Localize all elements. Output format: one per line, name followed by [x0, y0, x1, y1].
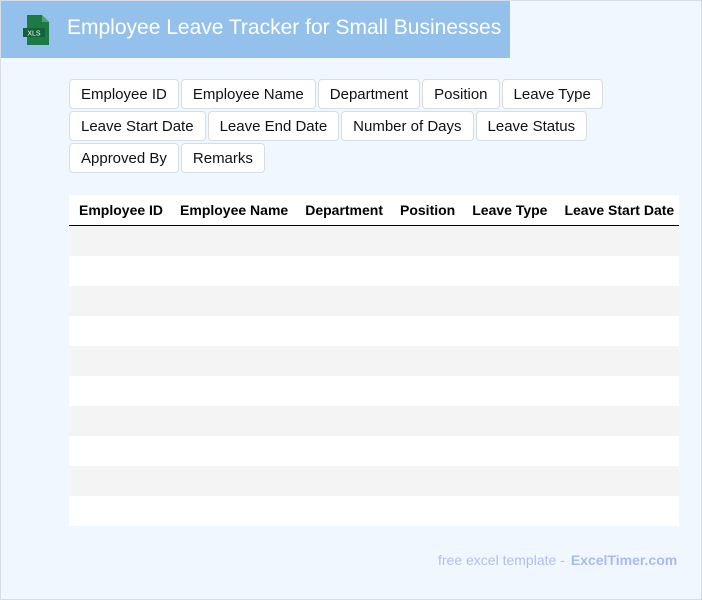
- field-chip[interactable]: Leave End Date: [207, 111, 340, 141]
- leave-table: Employee ID Employee Name Department Positi…: [69, 195, 679, 526]
- table-row: [69, 286, 679, 316]
- column-header[interactable]: Position: [400, 202, 456, 218]
- column-header[interactable]: Department: [305, 202, 383, 218]
- field-chip[interactable]: Department: [317, 79, 421, 109]
- field-chip[interactable]: Employee Name: [180, 79, 316, 109]
- footer-text: free excel template -: [438, 552, 565, 568]
- footer: free excel template - ExcelTimer.com: [438, 552, 677, 568]
- header-bar: XLS Employee Leave Tracker for Small Bus…: [1, 1, 510, 58]
- column-header[interactable]: Employee Name: [180, 202, 289, 218]
- field-chip-list: Employee ID Employee Name Department Positi…: [69, 79, 689, 173]
- table-row: [69, 406, 679, 436]
- footer-brand-link[interactable]: ExcelTimer.com: [570, 552, 678, 568]
- field-chip[interactable]: Remarks: [180, 143, 265, 173]
- xls-file-icon: XLS: [23, 15, 49, 45]
- table-header: Employee ID Employee Name Department Positi…: [69, 195, 679, 226]
- table-row: [69, 466, 679, 496]
- column-header[interactable]: Employee ID: [79, 202, 164, 218]
- field-chip[interactable]: Leave Start Date: [69, 111, 206, 141]
- table-row: [69, 376, 679, 406]
- table-row: [69, 256, 679, 286]
- field-chip[interactable]: Number of Days: [341, 111, 474, 141]
- field-chip[interactable]: Employee ID: [69, 79, 179, 109]
- field-chip[interactable]: Leave Type: [501, 79, 603, 109]
- table-row: [69, 316, 679, 346]
- table-row: [69, 436, 679, 466]
- field-chip[interactable]: Leave Status: [475, 111, 588, 141]
- table-row: [69, 496, 679, 526]
- table-row: [69, 226, 679, 256]
- column-header[interactable]: Leave Type: [472, 202, 548, 218]
- page-title: Employee Leave Tracker for Small Busines…: [67, 16, 502, 39]
- svg-text:XLS: XLS: [27, 31, 41, 38]
- field-chip[interactable]: Position: [422, 79, 500, 109]
- table-row: [69, 346, 679, 376]
- field-chip[interactable]: Approved By: [69, 143, 179, 173]
- column-header[interactable]: Leave Start Date: [564, 202, 675, 218]
